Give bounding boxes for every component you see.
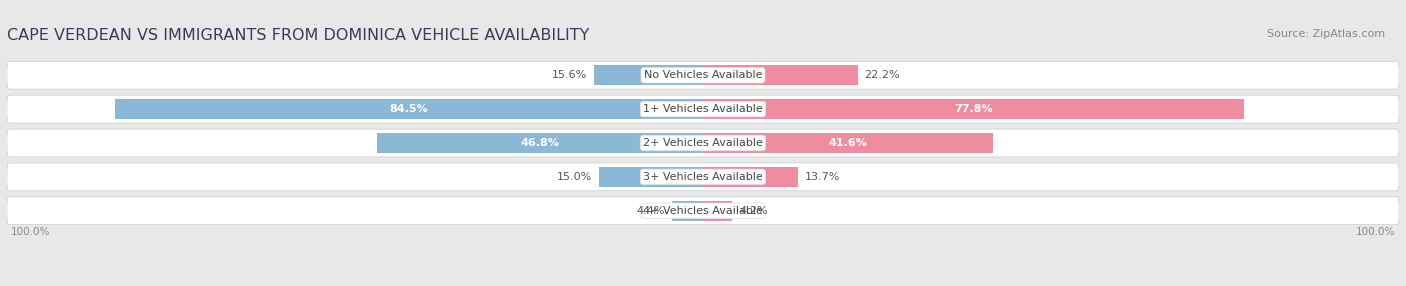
Text: 13.7%: 13.7%: [806, 172, 841, 182]
Bar: [377, 133, 703, 153]
Text: 41.6%: 41.6%: [828, 138, 868, 148]
Text: 1+ Vehicles Available: 1+ Vehicles Available: [643, 104, 763, 114]
Bar: [703, 201, 733, 221]
Bar: [703, 167, 799, 187]
Text: 46.8%: 46.8%: [520, 138, 560, 148]
Text: 77.8%: 77.8%: [955, 104, 993, 114]
FancyBboxPatch shape: [7, 163, 1399, 191]
Bar: [703, 65, 858, 85]
Text: 84.5%: 84.5%: [389, 104, 429, 114]
Text: 15.6%: 15.6%: [553, 70, 588, 80]
Bar: [703, 133, 993, 153]
Text: 4.2%: 4.2%: [740, 206, 768, 216]
FancyBboxPatch shape: [7, 61, 1399, 89]
Bar: [703, 99, 1244, 119]
Text: 100.0%: 100.0%: [10, 227, 49, 237]
Bar: [595, 65, 703, 85]
Text: Source: ZipAtlas.com: Source: ZipAtlas.com: [1267, 29, 1385, 39]
Text: 4.4%: 4.4%: [637, 206, 665, 216]
Text: 3+ Vehicles Available: 3+ Vehicles Available: [643, 172, 763, 182]
Bar: [115, 99, 703, 119]
FancyBboxPatch shape: [7, 129, 1399, 157]
FancyBboxPatch shape: [7, 95, 1399, 123]
Text: No Vehicles Available: No Vehicles Available: [644, 70, 762, 80]
Text: 2+ Vehicles Available: 2+ Vehicles Available: [643, 138, 763, 148]
Text: CAPE VERDEAN VS IMMIGRANTS FROM DOMINICA VEHICLE AVAILABILITY: CAPE VERDEAN VS IMMIGRANTS FROM DOMINICA…: [7, 28, 589, 43]
Text: 4+ Vehicles Available: 4+ Vehicles Available: [643, 206, 763, 216]
Text: 22.2%: 22.2%: [865, 70, 900, 80]
Text: 100.0%: 100.0%: [1357, 227, 1396, 237]
Text: 15.0%: 15.0%: [557, 172, 592, 182]
FancyBboxPatch shape: [7, 197, 1399, 225]
Bar: [599, 167, 703, 187]
Bar: [672, 201, 703, 221]
